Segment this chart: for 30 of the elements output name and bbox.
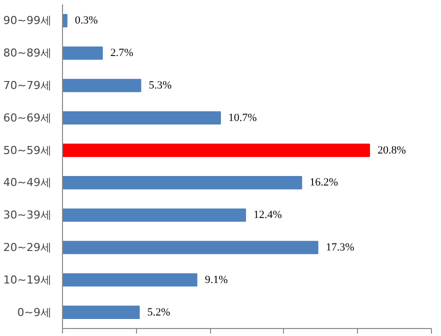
data-label: 2.7% — [110, 47, 134, 60]
y-tick-label: 0~9세 — [17, 306, 52, 319]
bar — [62, 306, 140, 319]
y-tick-label: 40~49세 — [3, 176, 52, 190]
data-label: 9.1% — [204, 274, 228, 286]
y-tick-label: 20~29세 — [3, 241, 52, 254]
data-label: 16.2% — [310, 176, 338, 189]
y-tick-label: 70~79세 — [3, 79, 52, 92]
data-label: 12.4% — [254, 209, 282, 222]
y-tick-label: 50~59세 — [3, 144, 52, 157]
bar — [62, 240, 318, 254]
bar — [62, 144, 370, 157]
data-label: 20.8% — [378, 144, 406, 156]
y-tick-label: 10~19세 — [3, 273, 52, 286]
y-tick-label: 60~69세 — [3, 111, 52, 124]
data-label: 5.2% — [147, 306, 170, 318]
data-label: 10.7% — [228, 112, 257, 124]
y-tick-label: 80~89세 — [3, 46, 52, 60]
bar — [62, 176, 302, 190]
bar — [62, 111, 221, 125]
data-label: 17.3% — [326, 242, 354, 254]
y-tick-label: 90~99세 — [3, 14, 52, 28]
bar — [62, 208, 246, 222]
bar — [62, 273, 198, 287]
y-tick-label: 30~39세 — [3, 208, 52, 222]
bar — [62, 46, 103, 60]
data-label: 5.3% — [148, 80, 172, 92]
bar — [62, 14, 68, 28]
data-label: 0.3% — [74, 14, 98, 27]
bar — [62, 78, 142, 92]
